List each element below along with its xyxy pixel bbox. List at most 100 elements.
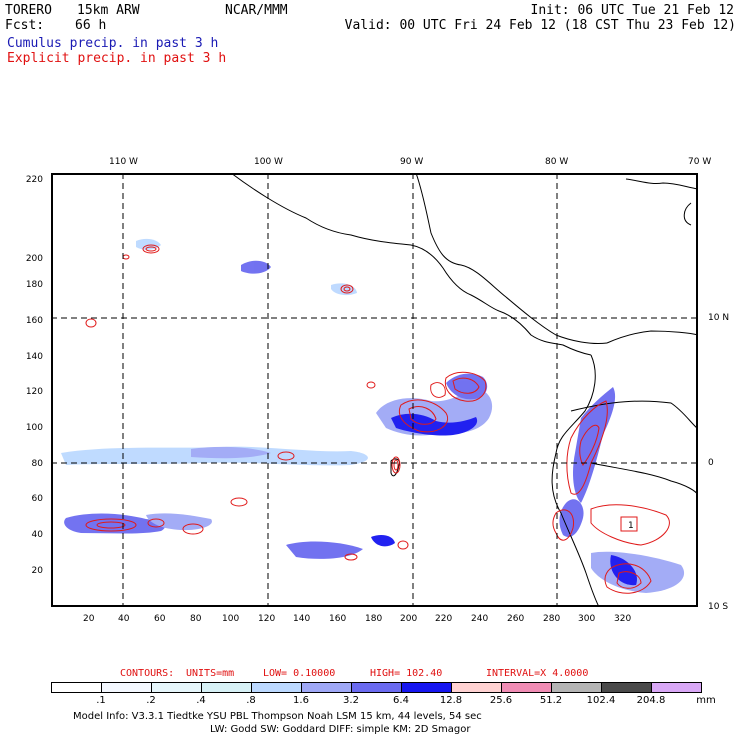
- precip-contour: [398, 399, 449, 433]
- colorbar-label: 204.8: [636, 695, 666, 706]
- precip-contour: [393, 459, 399, 471]
- y-tick-label: 100: [25, 423, 43, 433]
- graticule: [51, 173, 698, 607]
- precip-contour: [444, 371, 487, 402]
- contour-label: CONTOURS:: [120, 668, 175, 679]
- coastline: [415, 173, 608, 344]
- colorbar-swatch: [201, 682, 252, 693]
- forecast-label: Fcst:: [5, 18, 45, 33]
- precip-contour: [366, 381, 376, 389]
- x-tick-label: 60: [154, 614, 166, 624]
- map-frame: [51, 173, 698, 607]
- model-name: TORERO: [5, 3, 52, 18]
- x-tick-label: 80: [190, 614, 202, 624]
- lat-label: 10 S: [708, 602, 729, 612]
- x-tick-label: 140: [293, 614, 311, 624]
- y-tick-label: 220: [25, 175, 43, 185]
- y-tick-label: 140: [25, 352, 43, 362]
- y-tick-label: 200: [25, 254, 43, 264]
- contour-high: HIGH= 102.40: [370, 668, 443, 679]
- map-canvas: 1: [51, 173, 698, 607]
- coastline: [606, 330, 698, 344]
- x-tick-label: 320: [614, 614, 632, 624]
- colorbar-label: .8: [246, 695, 256, 706]
- colorbar-label: .1: [96, 695, 106, 706]
- colorbar-label: 1.6: [293, 695, 309, 706]
- coastline: [230, 173, 412, 246]
- colorbar-swatch: [651, 682, 702, 693]
- precip-area: [559, 499, 584, 538]
- precip-area: [286, 541, 363, 559]
- x-tick-label: 220: [435, 614, 453, 624]
- colorbar-label: 51.2: [539, 695, 563, 706]
- y-tick-label: 20: [31, 566, 43, 576]
- contour-units: UNITS=mm: [186, 668, 235, 679]
- point-marker-label: 1: [628, 521, 634, 531]
- lon-label: 80 W: [545, 157, 569, 167]
- init-time: Init: 06 UTC Tue 21 Feb 12: [530, 3, 735, 18]
- model-info-line: Model Info: V3.3.1 Tiedtke YSU PBL Thomp…: [73, 711, 482, 722]
- precip-contour: [96, 521, 126, 529]
- contour-interval: INTERVAL=X 4.0000: [486, 668, 589, 679]
- border-line: [590, 462, 698, 496]
- coastlines: [230, 173, 698, 607]
- precip-area: [241, 260, 271, 274]
- colorbar-swatch: [401, 682, 452, 693]
- precip-area: [191, 446, 271, 459]
- contour-low: LOW= 0.10000: [263, 668, 336, 679]
- coastline: [683, 202, 692, 226]
- precip-contour: [590, 504, 670, 546]
- precip-contour: [344, 553, 358, 561]
- colorbar-swatch: [551, 682, 602, 693]
- coastline: [551, 354, 600, 607]
- precip-contour: [408, 406, 437, 425]
- precip-contour: [85, 318, 97, 328]
- lon-label: 100 W: [254, 157, 283, 167]
- x-tick-label: 180: [365, 614, 383, 624]
- lat-label: 0: [708, 458, 714, 468]
- colorbar-swatch: [351, 682, 402, 693]
- precip-contour: [343, 286, 351, 292]
- lat-label: 10 N: [708, 313, 730, 323]
- coastline: [625, 178, 698, 190]
- x-tick-label: 280: [543, 614, 561, 624]
- precip-contour: [230, 497, 248, 507]
- precip-contour: [616, 571, 642, 589]
- x-tick-label: 100: [222, 614, 240, 624]
- organization: NCAR/MMM: [225, 3, 288, 18]
- y-tick-label: 60: [31, 494, 43, 504]
- y-tick-label: 40: [31, 530, 43, 540]
- colorbar-label: 12.8: [439, 695, 463, 706]
- x-tick-label: 260: [507, 614, 525, 624]
- colorbar-swatch: [151, 682, 202, 693]
- precip-contour: [604, 563, 652, 594]
- precip-contour: [391, 456, 401, 474]
- precip-contour: [552, 509, 575, 541]
- physics-info-line: LW: Godd SW: Goddard DIFF: simple KM: 2D…: [210, 724, 471, 735]
- y-tick-label: 180: [25, 280, 43, 290]
- precip-area: [446, 373, 488, 400]
- colorbar-label: .2: [146, 695, 156, 706]
- y-tick-label: 80: [31, 459, 43, 469]
- precip-contour: [85, 518, 137, 532]
- precip-area: [391, 413, 478, 436]
- colorbar-swatch: [451, 682, 502, 693]
- explicit-legend-line: Explicit precip. in past 3 h: [7, 51, 227, 66]
- forecast-hours: 66 h: [75, 18, 107, 33]
- precip-contour: [397, 540, 409, 550]
- colorbar-unit: mm: [696, 695, 716, 706]
- island: [390, 458, 400, 477]
- precip-contour: [430, 382, 446, 398]
- precip-contour: [452, 377, 480, 394]
- colorbar-label: 102.4: [586, 695, 616, 706]
- colorbar-swatch: [501, 682, 552, 693]
- colorbar-label: 25.6: [489, 695, 513, 706]
- colorbar-label: 6.4: [393, 695, 409, 706]
- model-resolution: 15km ARW: [77, 3, 140, 18]
- coastline: [410, 244, 592, 356]
- x-tick-label: 20: [83, 614, 95, 624]
- x-tick-label: 300: [578, 614, 596, 624]
- lon-label: 110 W: [109, 157, 138, 167]
- precip-contour: [340, 284, 354, 294]
